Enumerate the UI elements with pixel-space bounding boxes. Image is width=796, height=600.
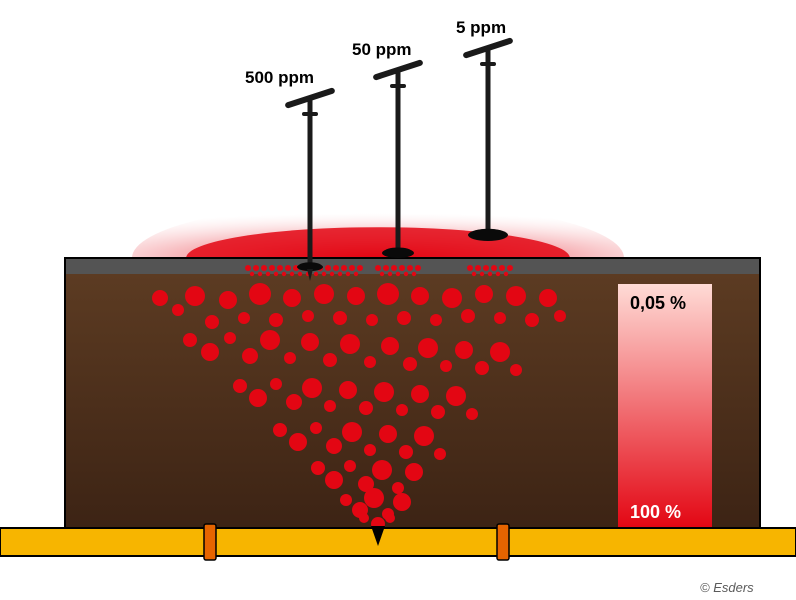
probe-label-50ppm: 50 ppm (352, 40, 412, 60)
probe-label-5ppm: 5 ppm (456, 18, 506, 38)
concentration-gradient-bar (618, 284, 712, 528)
diagram-stage: 500 ppm 50 ppm 5 ppm 0,05 % 100 % © Esde… (0, 0, 796, 600)
gas-plume (132, 202, 624, 258)
ground-surface (65, 258, 760, 274)
concentration-top-label: 0,05 % (630, 293, 686, 314)
probe-label-500ppm: 500 ppm (245, 68, 314, 88)
copyright-label: © Esders (700, 580, 754, 595)
concentration-bottom-label: 100 % (630, 502, 681, 523)
gas-pipe (0, 524, 796, 560)
